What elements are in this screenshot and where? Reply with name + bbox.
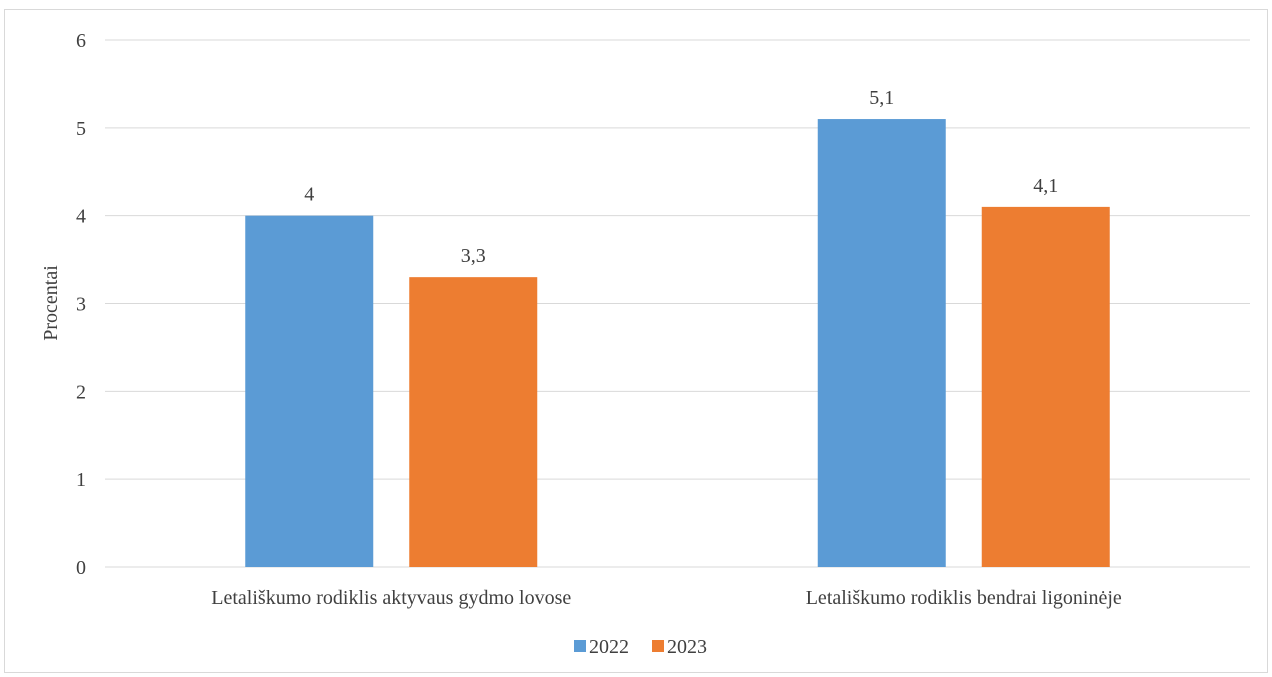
legend: 2022 2023 (574, 636, 707, 658)
data-labels: 4 3,3 5,1 4,1 (304, 87, 1058, 267)
x-category-label: Letališkumo rodiklis bendrai ligoninėje (806, 587, 1122, 609)
y-tick-label: 5 (76, 118, 86, 140)
data-label: 3,3 (461, 245, 486, 267)
legend-label: 2022 (589, 636, 629, 658)
data-label: 4 (304, 184, 314, 206)
x-axis-categories: Letališkumo rodiklis aktyvaus gydmo lovo… (211, 587, 1122, 609)
bar-2022-2 (817, 119, 946, 568)
y-tick-label: 6 (76, 30, 86, 52)
data-label: 4,1 (1033, 175, 1058, 197)
x-category-label: Letališkumo rodiklis aktyvaus gydmo lovo… (211, 587, 571, 609)
y-axis-ticks: 0 1 2 3 4 5 6 (76, 30, 86, 579)
legend-swatch-2022 (574, 640, 586, 652)
bars (245, 119, 1110, 568)
bar-2023-2 (981, 206, 1110, 567)
y-axis-label: Procentai (40, 265, 62, 341)
y-tick-label: 3 (76, 294, 86, 316)
legend-swatch-2023 (652, 640, 664, 652)
y-tick-label: 2 (76, 381, 86, 403)
bar-2023-1 (409, 277, 538, 567)
data-label: 5,1 (869, 87, 894, 109)
y-tick-label: 1 (76, 469, 86, 491)
y-tick-label: 0 (76, 557, 86, 579)
legend-label: 2023 (667, 636, 707, 658)
y-tick-label: 4 (76, 206, 86, 228)
bar-2022-1 (245, 215, 374, 567)
